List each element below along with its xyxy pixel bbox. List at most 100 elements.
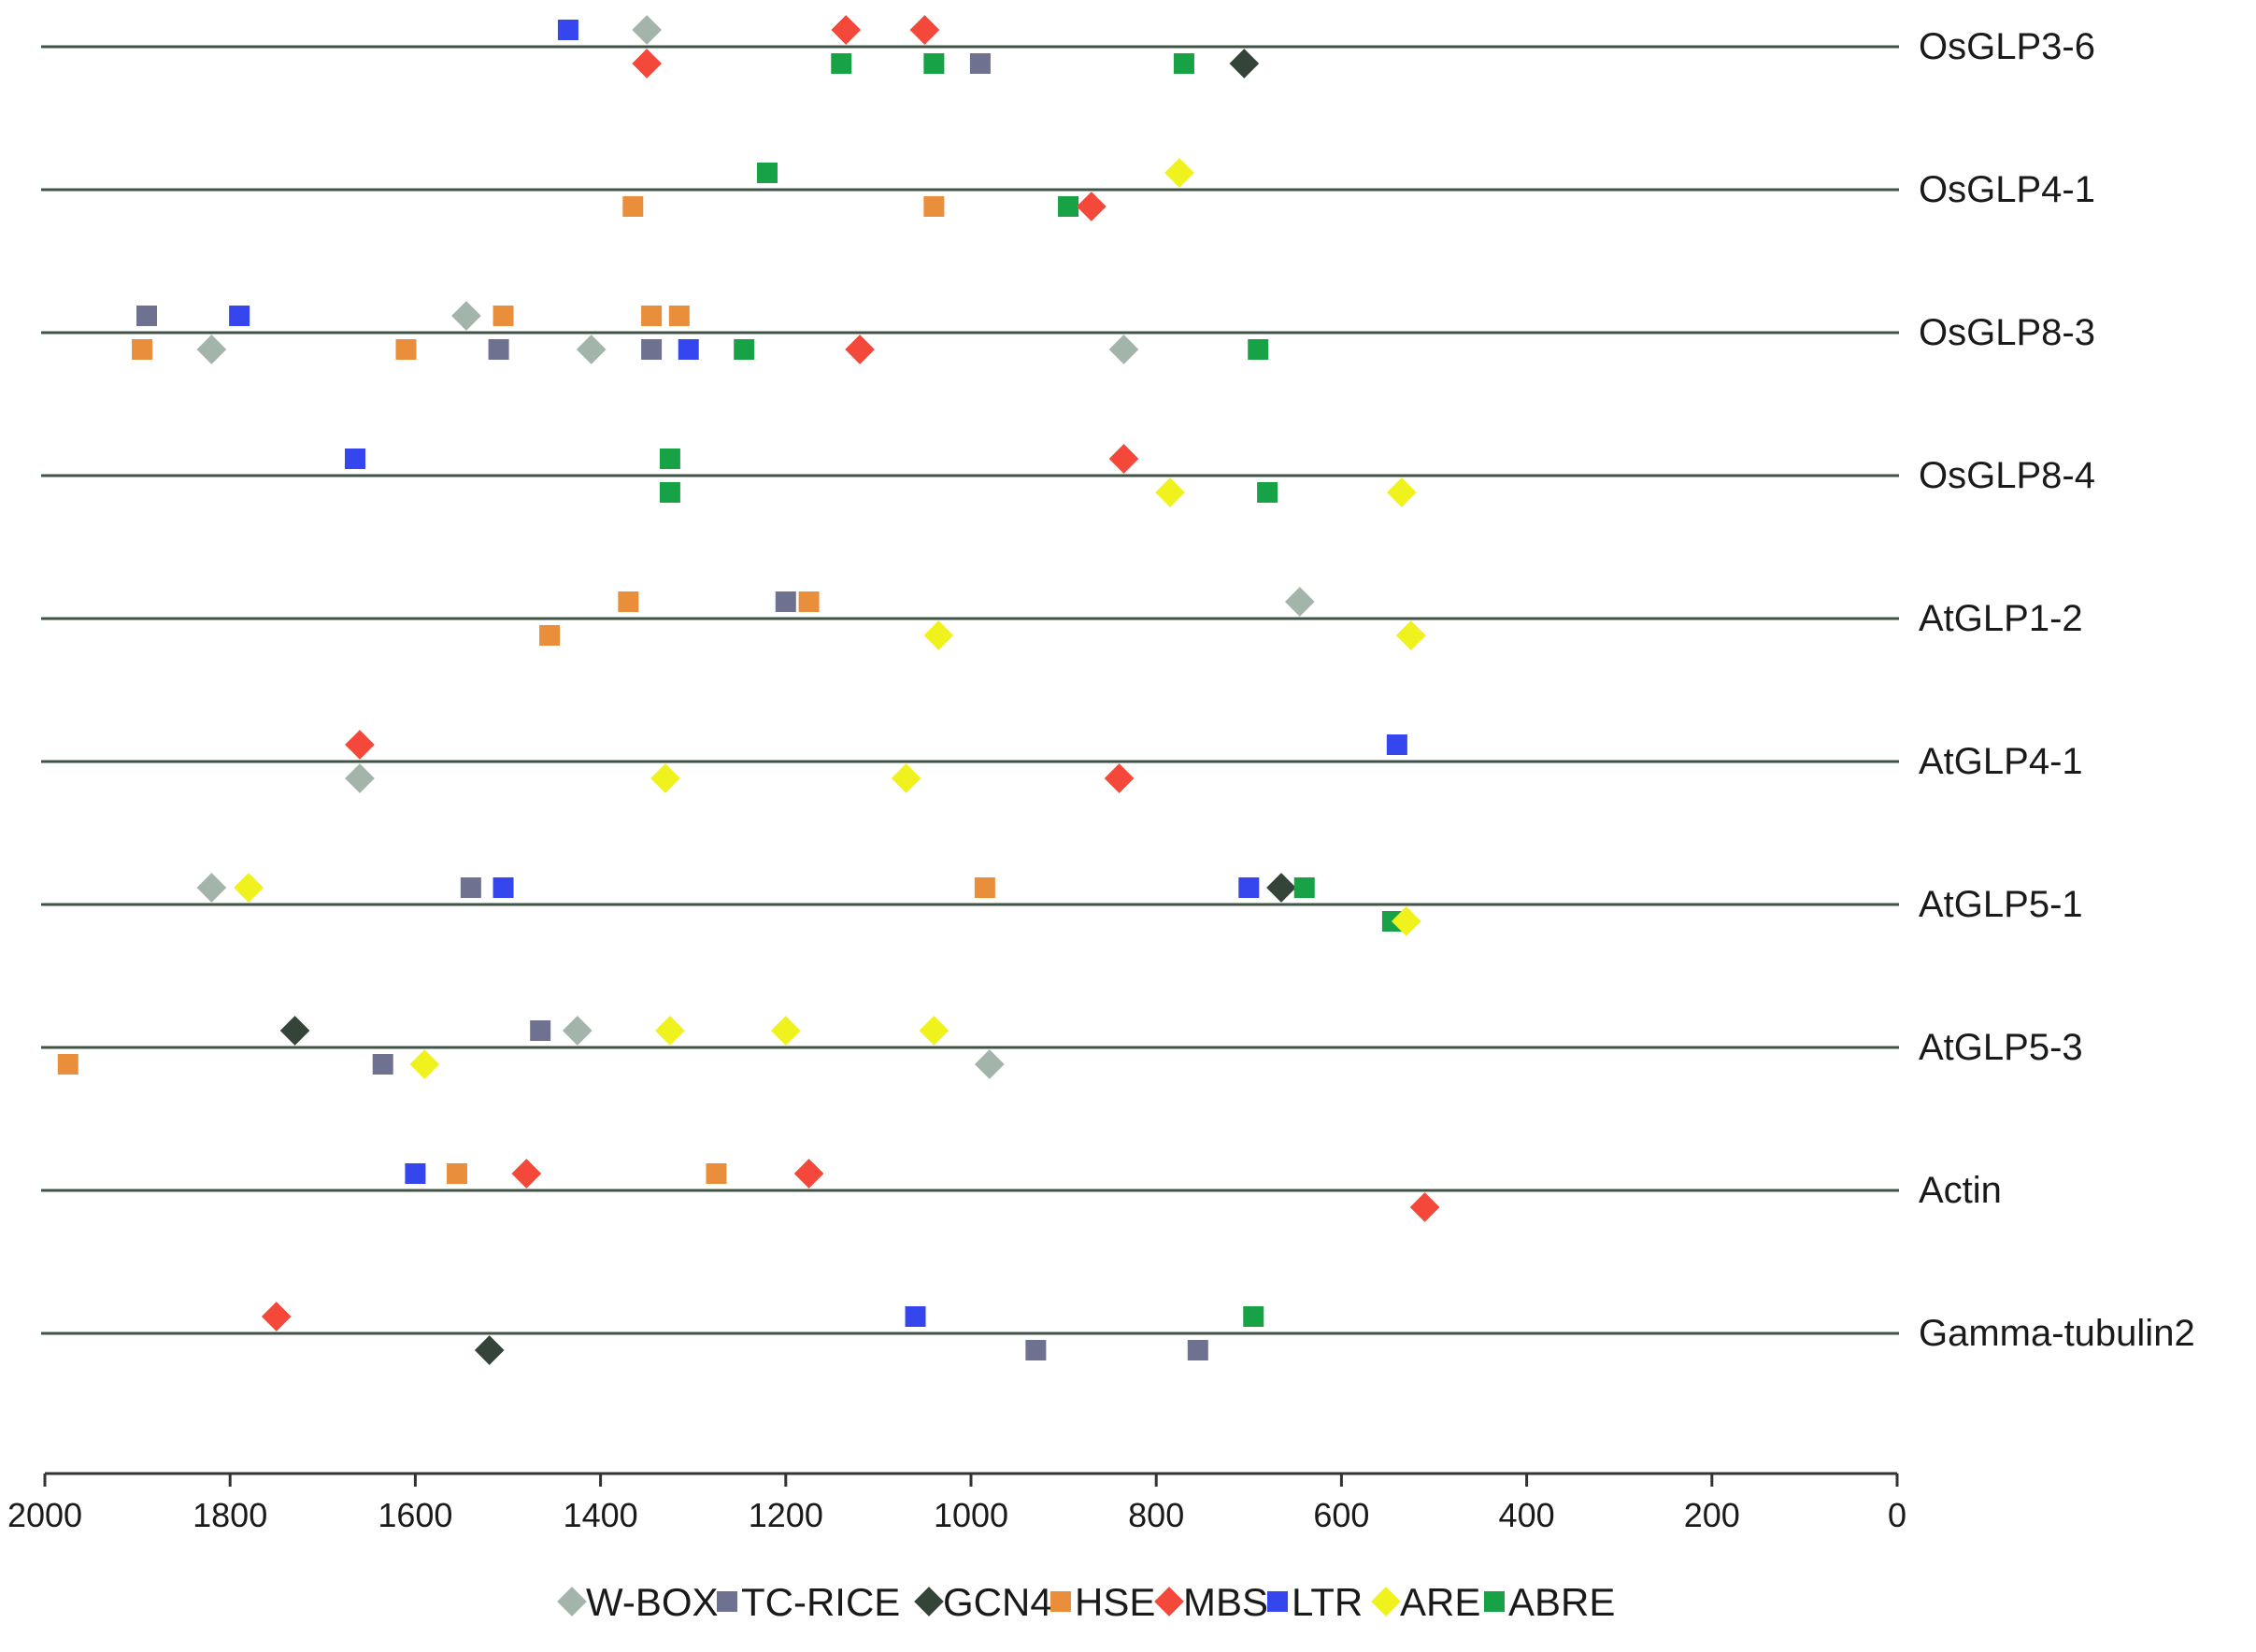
legend-marker-are (1371, 1587, 1401, 1616)
point-are-atglp5-3 (770, 1016, 801, 1046)
point-tc-rice-atglp5-3 (530, 1020, 551, 1041)
legend-label-abre: ABRE (1508, 1580, 1615, 1624)
point-are-atglp5-1 (1391, 906, 1421, 936)
point-are-osglp8-4 (1155, 477, 1185, 507)
x-tick-label: 400 (1499, 1496, 1555, 1534)
point-hse-osglp4-1 (923, 196, 945, 217)
gene-label-osglp8-4: OsGLP8-4 (1919, 455, 2095, 496)
point-mbs-actin (793, 1159, 824, 1189)
point-ltr-actin (405, 1163, 426, 1184)
gene-label-gamma-tubulin2: Gamma-tubulin2 (1919, 1313, 2195, 1354)
point-mbs-osglp8-3 (845, 335, 875, 364)
data-points (57, 15, 1440, 1365)
point-hse-osglp8-3 (132, 339, 153, 360)
point-are-atglp4-1 (650, 763, 680, 793)
point-abre-osglp3-6 (923, 53, 945, 74)
point-mbs-atglp4-1 (1104, 763, 1135, 793)
x-tick-label: 1400 (564, 1496, 638, 1534)
point-hse-osglp8-3 (641, 306, 663, 326)
point-abre-osglp8-4 (659, 482, 680, 503)
point-are-atglp5-1 (234, 873, 264, 903)
point-are-atglp5-3 (919, 1016, 950, 1046)
gene-label-atglp5-3: AtGLP5-3 (1919, 1027, 2083, 1068)
legend-marker-tc-rice (717, 1591, 737, 1612)
x-tick-label: 200 (1684, 1496, 1740, 1534)
point-mbs-osglp4-1 (1076, 192, 1107, 221)
point-hse-atglp5-3 (57, 1054, 79, 1075)
x-tick-label: 600 (1313, 1496, 1369, 1534)
point-w-box-osglp8-3 (1108, 335, 1139, 364)
point-w-box-atglp5-3 (974, 1049, 1005, 1079)
point-abre-osglp3-6 (1173, 53, 1194, 74)
gene-label-actin: Actin (1919, 1170, 2002, 1211)
point-abre-osglp8-3 (1248, 339, 1269, 360)
point-ltr-osglp3-6 (557, 20, 578, 40)
point-ltr-gamma-tubulin2 (905, 1306, 926, 1327)
legend-marker-ltr (1267, 1591, 1288, 1612)
gene-label-osglp3-6: OsGLP3-6 (1919, 26, 2095, 67)
point-w-box-osglp8-3 (196, 335, 227, 364)
gene-label-osglp4-1: OsGLP4-1 (1919, 169, 2095, 210)
point-abre-gamma-tubulin2 (1243, 1306, 1264, 1327)
point-hse-osglp8-3 (395, 339, 417, 360)
point-hse-actin (446, 1163, 467, 1184)
point-abre-osglp4-1 (756, 163, 778, 183)
point-w-box-atglp5-1 (196, 873, 227, 903)
point-w-box-osglp3-6 (632, 15, 662, 45)
point-ltr-osglp8-3 (229, 306, 250, 326)
point-ltr-atglp5-1 (493, 877, 514, 898)
point-mbs-osglp3-6 (831, 15, 862, 45)
point-abre-osglp8-3 (734, 339, 755, 360)
point-gcn4-atglp5-3 (279, 1016, 310, 1046)
point-w-box-atglp5-3 (562, 1016, 593, 1046)
gene-label-atglp5-1: AtGLP5-1 (1919, 884, 2083, 925)
x-tick-label: 1200 (749, 1496, 823, 1534)
legend-label-tc-rice: TC-RICE (741, 1580, 900, 1624)
legend-label-mbs: MBS (1183, 1580, 1268, 1624)
point-hse-atglp1-2 (798, 591, 820, 612)
legend-label-gcn4: GCN4 (943, 1580, 1052, 1624)
point-gcn4-osglp3-6 (1229, 49, 1260, 78)
x-tick-label: 2000 (7, 1496, 82, 1534)
point-mbs-gamma-tubulin2 (261, 1302, 292, 1332)
point-mbs-osglp8-4 (1108, 444, 1139, 474)
point-tc-rice-atglp5-3 (372, 1054, 393, 1075)
point-abre-osglp4-1 (1058, 196, 1079, 217)
legend[interactable]: W-BOX TC-RICE GCN4 HSE MBS LTR ARE ABRE (557, 1580, 1615, 1624)
point-mbs-osglp3-6 (909, 15, 940, 45)
point-gcn4-atglp5-1 (1266, 873, 1296, 903)
point-w-box-atglp1-2 (1284, 587, 1315, 617)
point-hse-osglp8-3 (668, 306, 690, 326)
point-hse-osglp4-1 (622, 196, 644, 217)
point-ltr-atglp5-1 (1238, 877, 1260, 898)
legend-marker-mbs (1154, 1587, 1184, 1616)
legend-label-are: ARE (1400, 1580, 1480, 1624)
legend-marker-gcn4 (914, 1587, 944, 1616)
x-tick-label: 800 (1128, 1496, 1184, 1534)
point-w-box-osglp8-3 (576, 335, 607, 364)
point-are-osglp4-1 (1164, 158, 1194, 188)
point-hse-osglp8-3 (493, 306, 514, 326)
point-are-osglp8-4 (1386, 477, 1417, 507)
gene-label-atglp1-2: AtGLP1-2 (1919, 598, 2083, 639)
x-tick-label: 1000 (934, 1496, 1008, 1534)
point-mbs-actin (1409, 1192, 1440, 1222)
gene-label-atglp4-1: AtGLP4-1 (1919, 741, 2083, 782)
gene-lines (41, 45, 1899, 1335)
point-hse-actin (706, 1163, 727, 1184)
point-mbs-actin (511, 1159, 542, 1189)
x-axis: 2000 1800 1600 1400 1200 1000 800 600 400 200 0 (7, 1472, 1906, 1534)
x-tick-label: 0 (1888, 1496, 1906, 1534)
point-w-box-osglp8-3 (451, 301, 481, 331)
point-abre-osglp8-4 (1257, 482, 1278, 503)
point-hse-atglp1-2 (618, 591, 639, 612)
legend-marker-hse (1050, 1591, 1071, 1612)
point-tc-rice-atglp5-1 (460, 877, 481, 898)
legend-label-w-box: W-BOX (586, 1580, 719, 1624)
point-tc-rice-osglp8-3 (488, 339, 509, 360)
point-tc-rice-osglp8-3 (136, 306, 158, 326)
gene-labels: OsGLP3-6 OsGLP4-1 OsGLP8-3 OsGLP8-4 AtGLP1-2… (1919, 26, 2195, 1354)
point-abre-osglp8-4 (659, 449, 680, 469)
